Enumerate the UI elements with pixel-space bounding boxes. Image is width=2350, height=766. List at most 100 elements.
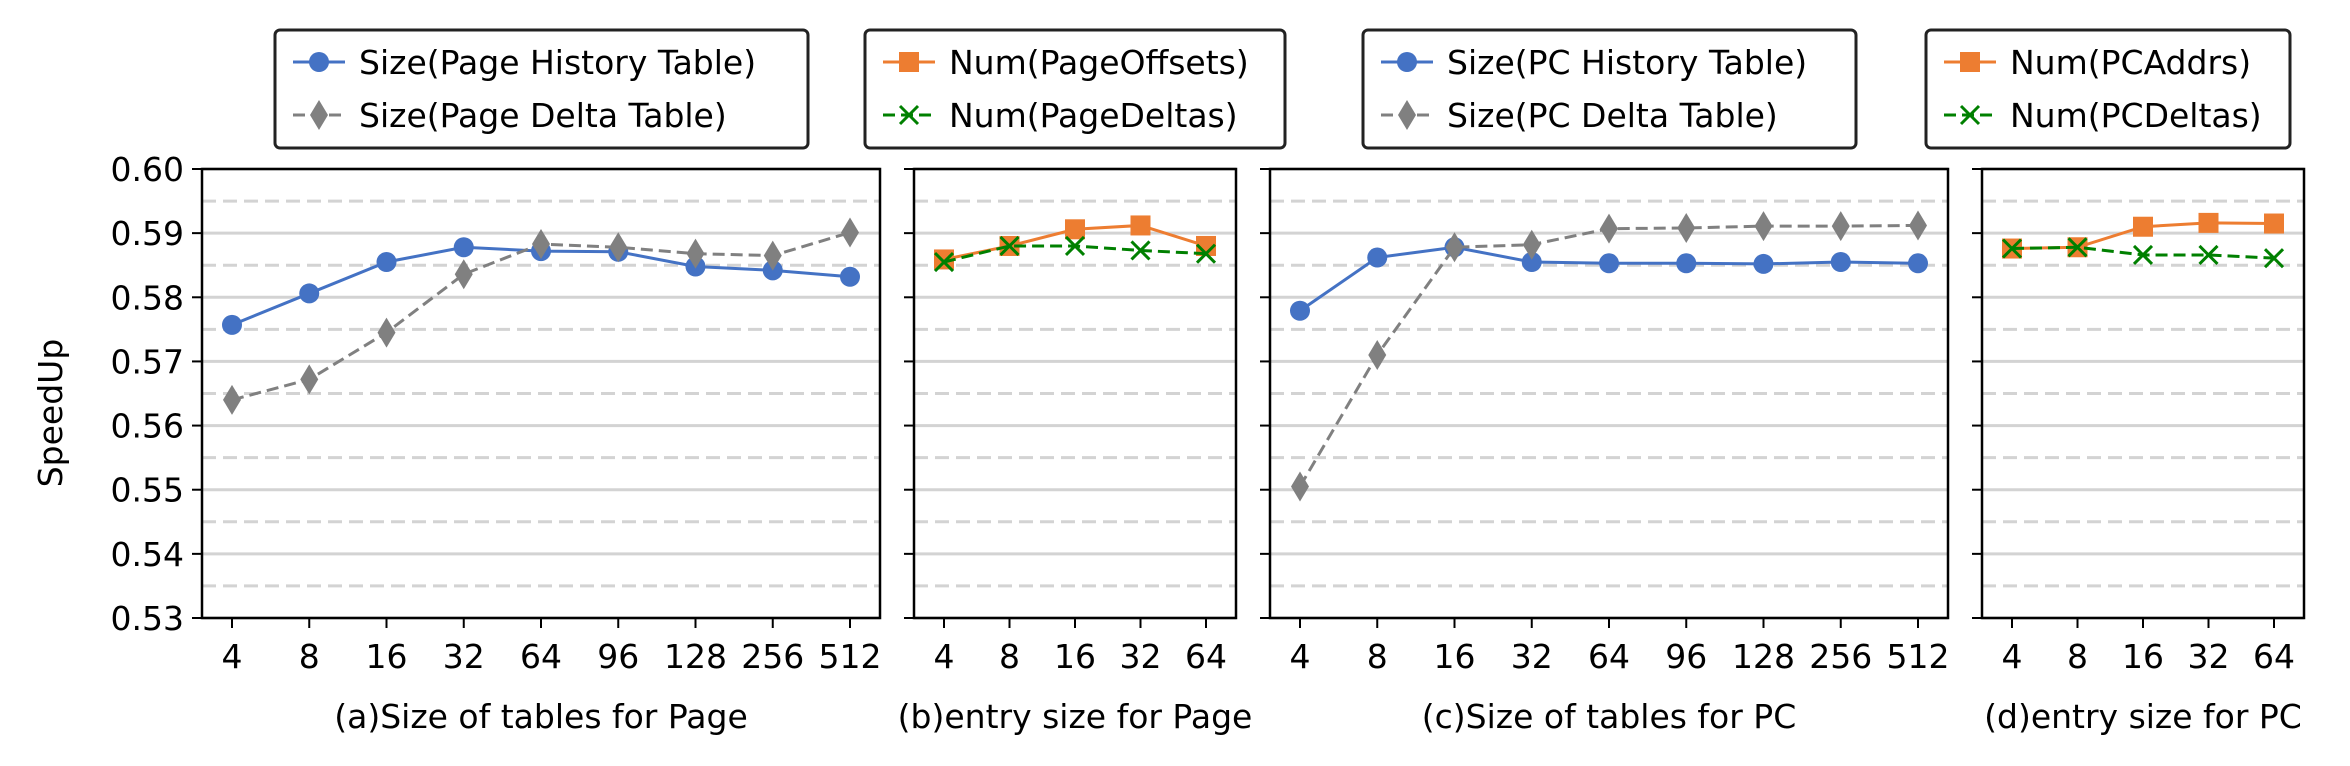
legend: Num(PageOffsets) Num(PageDeltas) bbox=[863, 28, 1287, 150]
data-point bbox=[2198, 212, 2219, 233]
data-point-stroke bbox=[2001, 238, 2023, 259]
data-point-stroke bbox=[1130, 240, 1151, 261]
x-tick-label: 8 bbox=[999, 637, 1020, 676]
x-tick-label: 4 bbox=[1290, 637, 1311, 676]
legend-label: Size(Page History Table) bbox=[359, 43, 756, 82]
legend-label: Size(PC History Table) bbox=[1447, 43, 1807, 82]
data-point bbox=[1195, 243, 1217, 264]
data-point bbox=[454, 259, 473, 290]
data-point bbox=[2263, 248, 2285, 269]
x-tick-label: 32 bbox=[1120, 637, 1162, 676]
data-point-stroke bbox=[2067, 237, 2088, 258]
data-point bbox=[2132, 244, 2154, 266]
data-point bbox=[1908, 253, 1928, 274]
data-point bbox=[933, 251, 955, 273]
legend-marker bbox=[1398, 100, 1416, 130]
data-point bbox=[222, 314, 242, 335]
x-tick-label: 32 bbox=[443, 637, 485, 676]
data-point-stroke bbox=[2132, 244, 2154, 266]
data-point-stroke bbox=[1064, 235, 1086, 257]
legend-marker-stroke bbox=[1959, 104, 1981, 126]
data-point bbox=[686, 238, 705, 269]
x-tick-label: 8 bbox=[1367, 637, 1388, 676]
x-axis-title: (b)entry size for Page bbox=[898, 697, 1253, 736]
data-point bbox=[1600, 213, 1618, 244]
data-point bbox=[1753, 253, 1774, 274]
data-point bbox=[1290, 300, 1310, 321]
data-point bbox=[2001, 238, 2023, 259]
data-point bbox=[1130, 215, 1151, 236]
data-point bbox=[2198, 244, 2219, 266]
data-point bbox=[1445, 232, 1464, 263]
data-point bbox=[1830, 252, 1851, 273]
y-tick-label: 0.57 bbox=[111, 342, 184, 381]
data-point bbox=[377, 317, 396, 348]
x-tick-label: 16 bbox=[2122, 637, 2164, 676]
legend-marker bbox=[1960, 52, 1980, 72]
data-point bbox=[2067, 237, 2088, 258]
data-point bbox=[841, 217, 859, 248]
x-tick-label: 4 bbox=[2002, 637, 2023, 676]
data-point bbox=[1599, 253, 1619, 274]
legend-marker bbox=[898, 104, 920, 126]
x-tick-label: 128 bbox=[664, 637, 727, 676]
data-point bbox=[1522, 229, 1541, 260]
x-tick-label: 8 bbox=[299, 637, 320, 676]
legend-box bbox=[273, 28, 810, 150]
x-tick-label: 96 bbox=[597, 637, 639, 676]
data-point bbox=[376, 252, 397, 273]
legend-marker bbox=[1959, 104, 1981, 126]
x-tick-label: 8 bbox=[2067, 637, 2088, 676]
data-point-stroke bbox=[999, 235, 1020, 257]
data-point bbox=[1754, 211, 1773, 242]
x-axis-title: (c)Size of tables for PC bbox=[1422, 697, 1797, 736]
panel-b: 4 8 16 32 64 (b)entry size for Page Num(PageOf… bbox=[863, 28, 1287, 736]
data-point bbox=[763, 240, 782, 271]
legend: Size(PC History Table) Size(PC Delta Tabl… bbox=[1361, 28, 1858, 150]
data-point bbox=[999, 235, 1020, 257]
y-tick-label: 0.60 bbox=[111, 150, 184, 189]
legend-marker bbox=[309, 52, 329, 72]
legend-label: Size(PC Delta Table) bbox=[1447, 96, 1778, 135]
x-tick-label: 96 bbox=[1665, 637, 1707, 676]
y-tick-label: 0.54 bbox=[111, 535, 184, 574]
x-axis-title: (d)entry size for PC bbox=[1984, 697, 2302, 736]
x-tick-label: 64 bbox=[1185, 637, 1227, 676]
data-point bbox=[840, 266, 860, 287]
data-point bbox=[1831, 211, 1850, 242]
legend-label: Num(PageDeltas) bbox=[949, 96, 1238, 135]
y-tick-label: 0.58 bbox=[111, 278, 184, 317]
data-point bbox=[300, 364, 319, 395]
data-point bbox=[2133, 216, 2153, 237]
legend-label: Num(PCAddrs) bbox=[2010, 43, 2251, 82]
data-point bbox=[223, 384, 241, 415]
data-point bbox=[934, 249, 954, 270]
legend-marker bbox=[310, 100, 328, 130]
x-tick-label: 16 bbox=[366, 637, 408, 676]
legend-marker bbox=[899, 52, 919, 72]
panel-d: 4 8 16 32 64 (d)entry size for PC Num(PCAddrs)… bbox=[1924, 28, 2306, 736]
y-tick-label: 0.59 bbox=[111, 214, 184, 253]
y-tick-label: 0.53 bbox=[111, 599, 184, 638]
x-tick-label: 16 bbox=[1054, 637, 1096, 676]
data-point bbox=[1064, 235, 1086, 257]
y-axis-title: SpeedUp bbox=[31, 339, 70, 488]
data-point-stroke bbox=[2263, 248, 2285, 269]
legend-marker bbox=[1397, 52, 1417, 72]
data-point bbox=[1676, 253, 1697, 274]
data-point bbox=[1368, 340, 1387, 371]
x-axis-title: (a)Size of tables for Page bbox=[334, 697, 748, 736]
x-tick-label: 512 bbox=[1887, 637, 1950, 676]
data-point-stroke bbox=[933, 251, 955, 273]
x-tick-label: 512 bbox=[819, 637, 882, 676]
data-point bbox=[1909, 210, 1927, 241]
legend-box bbox=[863, 28, 1287, 150]
data-point bbox=[1677, 213, 1696, 244]
data-point bbox=[1065, 219, 1085, 240]
x-tick-label: 4 bbox=[222, 637, 243, 676]
panel-a: 4 8 16 32 64 96 128 256 512 0.53 0.54 0.55 0.56 0.57 0… bbox=[111, 28, 882, 736]
panel-c: 4 8 16 32 64 96 128 256 512 (c)Size of tables for… bbox=[1260, 28, 1950, 736]
y-tick-label: 0.55 bbox=[111, 471, 184, 510]
legend-marker-stroke bbox=[898, 104, 920, 126]
